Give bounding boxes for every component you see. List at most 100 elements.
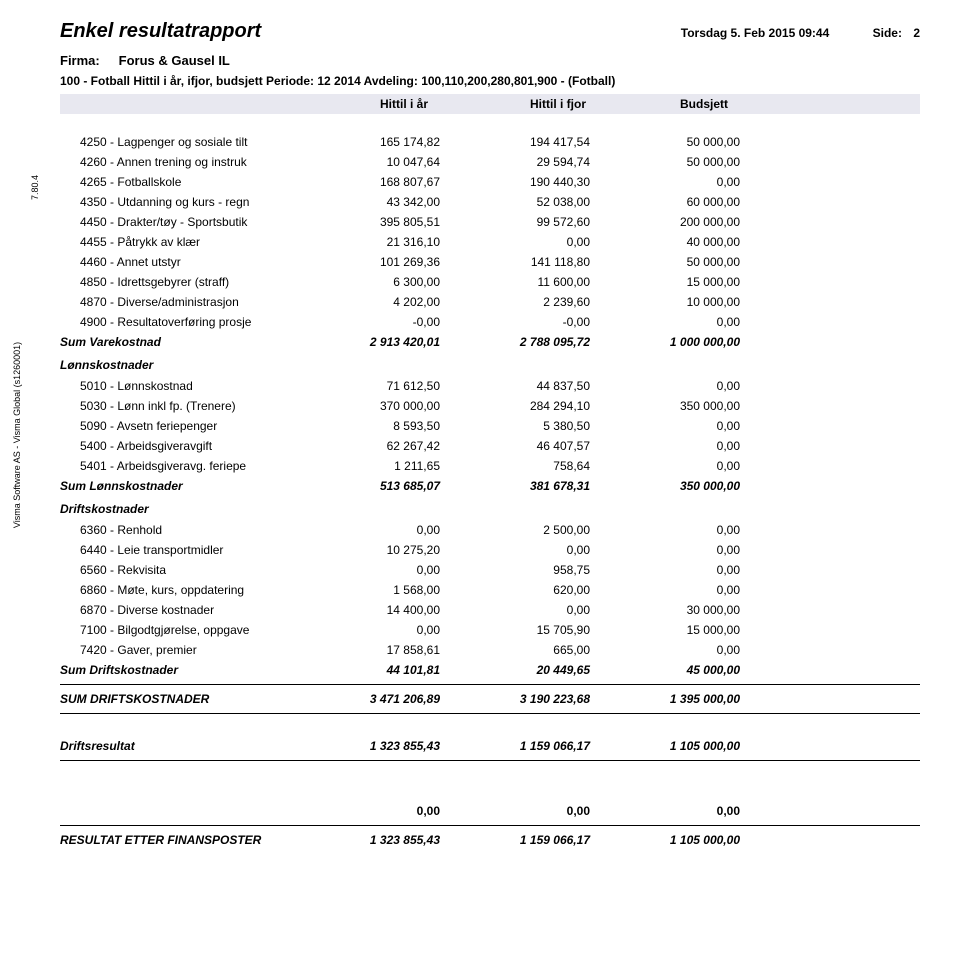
sum-c2: 20 449,65 [470,663,620,677]
grand-label: SUM DRIFTSKOSTNADER [60,692,320,706]
row-c2: 194 417,54 [470,135,620,149]
row-c3: 40 000,00 [620,235,770,249]
row-c2: 758,64 [470,459,620,473]
row-c2: 29 594,74 [470,155,620,169]
table-row: 4265 - Fotballskole168 807,67190 440,300… [60,172,920,192]
row-c2: 99 572,60 [470,215,620,229]
subheader: 100 - Fotball Hittil i år, ifjor, budsje… [60,74,920,88]
divider [60,713,920,714]
row-label: 5090 - Avsetn feriepenger [60,419,320,433]
row-label: 5010 - Lønnskostnad [60,379,320,393]
row-c1: 10 047,64 [320,155,470,169]
row-c3: 10 000,00 [620,295,770,309]
software-footer: Visma Software AS - Visma Global (s12600… [12,342,22,528]
row-c2: 284 294,10 [470,399,620,413]
table-row: 5010 - Lønnskostnad71 612,5044 837,500,0… [60,376,920,396]
row-c3: 0,00 [620,523,770,537]
row-c1: 0,00 [320,523,470,537]
table-row: 4250 - Lagpenger og sosiale tilt165 174,… [60,132,920,152]
table-row: 5090 - Avsetn feriepenger8 593,505 380,5… [60,416,920,436]
table-row: 6860 - Møte, kurs, oppdatering1 568,0062… [60,580,920,600]
row-label: 4265 - Fotballskole [60,175,320,189]
row-label: 4455 - Påtrykk av klær [60,235,320,249]
row-label: 5401 - Arbeidsgiveravg. feriepe [60,459,320,473]
row-c2: 665,00 [470,643,620,657]
col-header-3: Budsjett [620,97,770,111]
grand-c1: 1 323 855,43 [320,739,470,753]
row-c1: 1 211,65 [320,459,470,473]
row-c1: 14 400,00 [320,603,470,617]
row-c1: 8 593,50 [320,419,470,433]
row-c3: 0,00 [620,643,770,657]
row-label: 6860 - Møte, kurs, oppdatering [60,583,320,597]
row-c2: 0,00 [470,543,620,557]
table-row: 5030 - Lønn inkl fp. (Trenere)370 000,00… [60,396,920,416]
side-value: 2 [913,26,920,40]
row-c2: 190 440,30 [470,175,620,189]
row-c3: 0,00 [620,419,770,433]
row-label: 4350 - Utdanning og kurs - regn [60,195,320,209]
sum-label: Sum Lønnskostnader [60,479,320,493]
row-label: 4460 - Annet utstyr [60,255,320,269]
grand-label: RESULTAT ETTER FINANSPOSTER [60,833,320,847]
divider [60,760,920,761]
table-row: 4870 - Diverse/administrasjon4 202,002 2… [60,292,920,312]
driftsresultat: Driftsresultat 1 323 855,43 1 159 066,17… [60,736,920,756]
row-label: 7100 - Bilgodtgjørelse, oppgave [60,623,320,637]
row-c3: 50 000,00 [620,135,770,149]
row-c3: 50 000,00 [620,255,770,269]
sum-c1: 513 685,07 [320,479,470,493]
grand-c2: 1 159 066,17 [470,739,620,753]
row-c2: 52 038,00 [470,195,620,209]
row-c3: 0,00 [620,175,770,189]
divider [60,825,920,826]
zero-c3: 0,00 [620,804,770,818]
table-row: 4900 - Resultatoverføring prosje-0,00-0,… [60,312,920,332]
row-c3: 0,00 [620,459,770,473]
row-c2: 2 500,00 [470,523,620,537]
divider [60,684,920,685]
row-c1: 10 275,20 [320,543,470,557]
row-c1: 43 342,00 [320,195,470,209]
row-label: 5400 - Arbeidsgiveravgift [60,439,320,453]
row-label: 4870 - Diverse/administrasjon [60,295,320,309]
row-label: 5030 - Lønn inkl fp. (Trenere) [60,399,320,413]
table-row: 4455 - Påtrykk av klær21 316,100,0040 00… [60,232,920,252]
table-row: 6360 - Renhold0,002 500,000,00 [60,520,920,540]
row-c1: 165 174,82 [320,135,470,149]
row-c3: 30 000,00 [620,603,770,617]
row-label: 6560 - Rekvisita [60,563,320,577]
firma-value: Forus & Gausel IL [119,53,230,68]
row-c2: 15 705,90 [470,623,620,637]
grand-c3: 1 395 000,00 [620,692,770,706]
row-c1: 370 000,00 [320,399,470,413]
sum-lonnskostnader: Sum Lønnskostnader 513 685,07 381 678,31… [60,476,920,496]
row-c3: 60 000,00 [620,195,770,209]
row-c1: 17 858,61 [320,643,470,657]
row-c3: 350 000,00 [620,399,770,413]
row-label: 4260 - Annen trening og instruk [60,155,320,169]
table-row: 5401 - Arbeidsgiveravg. feriepe1 211,657… [60,456,920,476]
row-c1: 71 612,50 [320,379,470,393]
row-c2: 2 239,60 [470,295,620,309]
table-row: 7420 - Gaver, premier17 858,61665,000,00 [60,640,920,660]
row-c2: 620,00 [470,583,620,597]
grand-c1: 1 323 855,43 [320,833,470,847]
row-label: 6360 - Renhold [60,523,320,537]
grand-label: Driftsresultat [60,739,320,753]
sum-driftskostnader: Sum Driftskostnader 44 101,81 20 449,65 … [60,660,920,680]
table-row: 5400 - Arbeidsgiveravgift62 267,4246 407… [60,436,920,456]
row-c2: 5 380,50 [470,419,620,433]
row-c1: 168 807,67 [320,175,470,189]
row-c3: 0,00 [620,439,770,453]
row-c1: 0,00 [320,623,470,637]
page-title: Enkel resultatrapport [60,20,261,43]
sum-label: Sum Varekostnad [60,335,320,349]
sum-c3: 45 000,00 [620,663,770,677]
table-row: 7100 - Bilgodtgjørelse, oppgave0,0015 70… [60,620,920,640]
grand-c3: 1 105 000,00 [620,833,770,847]
sum-label: Sum Driftskostnader [60,663,320,677]
table-row: 4460 - Annet utstyr101 269,36141 118,805… [60,252,920,272]
row-c1: 6 300,00 [320,275,470,289]
row-c1: -0,00 [320,315,470,329]
